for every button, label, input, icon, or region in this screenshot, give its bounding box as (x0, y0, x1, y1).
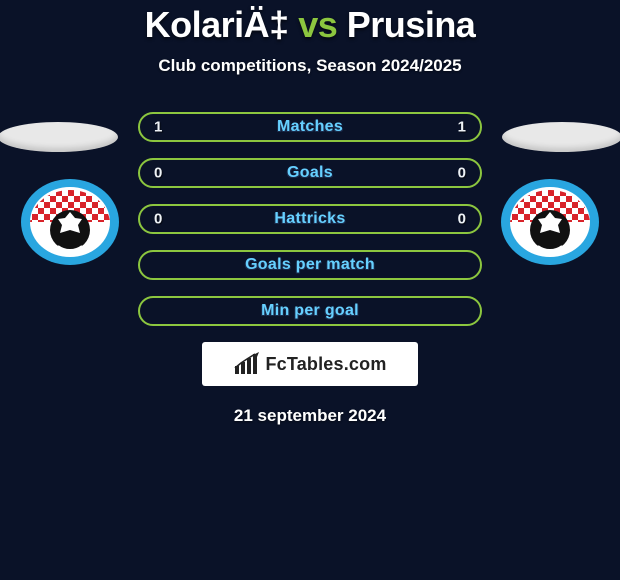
stat-row-goals-per-match: Goals per match (138, 250, 482, 280)
stat-label: Min per goal (261, 302, 359, 320)
fctables-logo[interactable]: FcTables.com (202, 342, 418, 386)
stat-value-left: 0 (154, 165, 162, 182)
fctables-brand-text: FcTables.com (265, 354, 386, 375)
stat-row-hattricks: 0 Hattricks 0 (138, 204, 482, 234)
stat-label: Matches (277, 118, 343, 136)
player-a-photo-placeholder (0, 122, 118, 152)
stat-row-goals: 0 Goals 0 (138, 158, 482, 188)
stat-value-left: 0 (154, 211, 162, 228)
stat-label: Goals per match (245, 256, 375, 274)
vs-separator: vs (298, 4, 337, 45)
page-title: KolariÄ‡ vs Prusina (0, 4, 620, 46)
stat-value-left: 1 (154, 119, 162, 136)
bar-chart-icon (233, 352, 261, 376)
subtitle: Club competitions, Season 2024/2025 (0, 56, 620, 76)
stat-row-matches: 1 Matches 1 (138, 112, 482, 142)
stat-row-min-per-goal: Min per goal (138, 296, 482, 326)
stat-value-right: 1 (458, 119, 466, 136)
player-b-name: Prusina (347, 4, 476, 45)
comparison-card: KolariÄ‡ vs Prusina Club competitions, S… (0, 0, 620, 426)
player-b-photo-placeholder (502, 122, 620, 152)
stats-list: 1 Matches 1 0 Goals 0 0 Hattricks 0 Goal… (138, 112, 482, 326)
stat-value-right: 0 (458, 211, 466, 228)
player-a-name: KolariÄ‡ (145, 4, 289, 45)
stat-label: Hattricks (274, 210, 345, 228)
player-b-club-badge (500, 178, 600, 266)
stat-label: Goals (287, 164, 333, 182)
comparison-date: 21 september 2024 (0, 406, 620, 426)
player-a-club-badge (20, 178, 120, 266)
stat-value-right: 0 (458, 165, 466, 182)
